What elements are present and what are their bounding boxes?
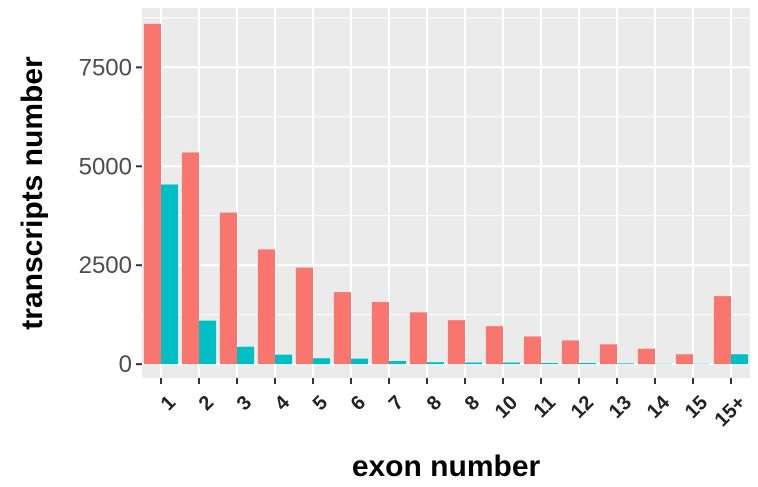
- x-tick-label: 2: [195, 392, 218, 415]
- bar: [295, 267, 313, 365]
- x-tick-label: 12: [567, 392, 598, 423]
- bar: [465, 362, 483, 365]
- bar: [199, 320, 217, 365]
- x-tick-label: 4: [271, 391, 295, 415]
- x-tick-label: 8: [423, 392, 446, 415]
- x-tick-label: 3: [233, 392, 256, 415]
- x-tick-label: 7: [385, 392, 408, 415]
- bar: [675, 354, 693, 365]
- bar: [333, 292, 351, 365]
- bar: [561, 340, 579, 365]
- x-tick-label: 14: [643, 391, 675, 423]
- bar: [257, 249, 275, 365]
- bar: [371, 302, 389, 365]
- bar: [219, 212, 237, 365]
- bar: [541, 362, 559, 365]
- bar: [181, 152, 199, 365]
- bar: [523, 336, 541, 365]
- bar: [275, 354, 293, 365]
- bar: [503, 362, 521, 365]
- y-axis: 0 2500 5000 7500: [79, 54, 142, 378]
- bar: [409, 312, 427, 365]
- bar: [637, 348, 655, 365]
- y-tick-label: 5000: [79, 153, 132, 180]
- x-axis-title: exon number: [352, 450, 541, 483]
- bar: [427, 362, 445, 365]
- bar: [713, 296, 731, 365]
- bars: [143, 23, 749, 365]
- x-tick-label: 5: [309, 392, 332, 415]
- x-tick-label: 10: [491, 392, 522, 423]
- bar: [617, 363, 635, 365]
- x-tick-label: 15: [681, 392, 712, 423]
- plot-panel: [142, 8, 750, 378]
- bar: [599, 344, 617, 365]
- y-axis-title: transcripts number: [16, 56, 49, 330]
- bar: [143, 23, 161, 365]
- bar: [351, 358, 369, 365]
- bar: [579, 362, 597, 365]
- x-tick-label: 6: [347, 392, 370, 415]
- bar: [237, 346, 255, 365]
- x-tick-label: 11: [530, 392, 561, 423]
- bar: [731, 354, 749, 365]
- bar: [161, 184, 179, 365]
- minor-gridlines: [142, 17, 750, 316]
- bar: [389, 360, 407, 365]
- y-tick-label: 2500: [79, 252, 132, 279]
- bar: [485, 326, 503, 365]
- y-tick-label: 7500: [79, 54, 132, 81]
- x-tick-label: 13: [605, 392, 636, 423]
- bar: [447, 320, 465, 365]
- x-tick-label: 8: [461, 392, 484, 415]
- y-tick-label: 0: [119, 351, 132, 378]
- bar: [313, 358, 331, 365]
- x-tick-label: 15+: [711, 392, 751, 432]
- x-tick-label: 1: [157, 392, 180, 415]
